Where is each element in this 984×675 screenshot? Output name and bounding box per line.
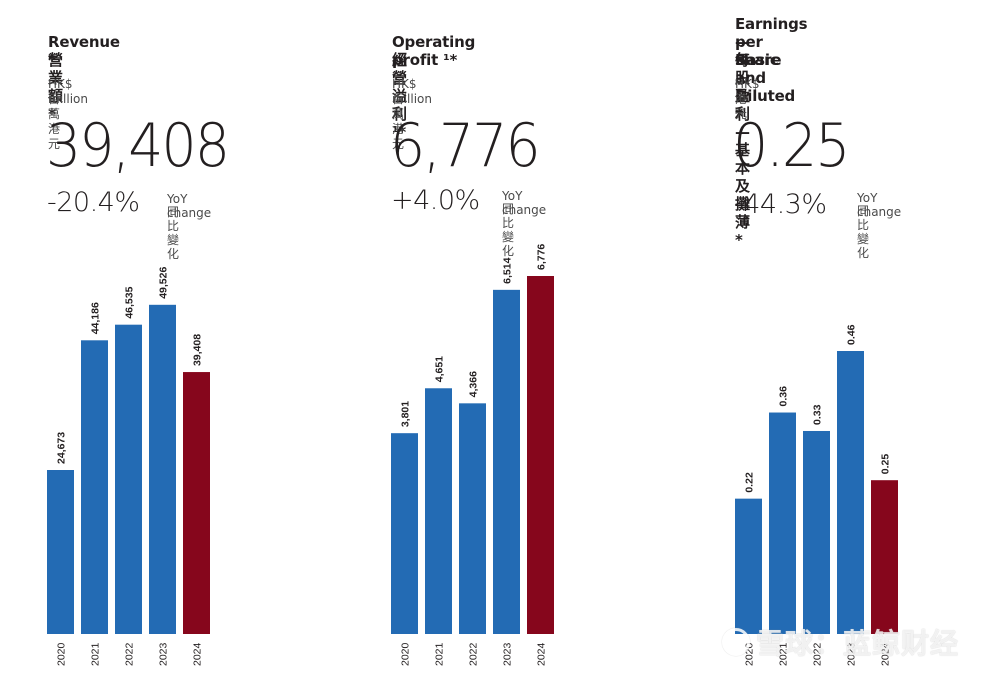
eps-category-label: 2022	[812, 642, 824, 666]
operating-profit-unit-zh: 百萬港元	[392, 92, 405, 151]
eps-yoy-label-en: YoY change	[857, 191, 902, 219]
eps-bar-2023	[837, 351, 864, 634]
revenue-title-zh: 營業額 *	[48, 51, 63, 123]
eps-value-label: 0.22	[744, 472, 756, 493]
operating-profit-title-en: Operating profit ¹*	[392, 33, 476, 69]
operating-profit-bar-2024	[527, 276, 554, 634]
operating-profit-value-label: 6,776	[536, 244, 548, 270]
revenue-bar-2021	[81, 340, 108, 634]
revenue-value-label: 46,535	[124, 286, 136, 318]
operating-profit-category-label: 2024	[536, 642, 548, 666]
revenue-chart: 24,673 2020 44,186 2021 46,535 2022 49,526 2023…	[47, 267, 210, 666]
eps-yoy-change: -44.3%	[734, 189, 827, 220]
revenue-bar-2020	[47, 470, 74, 634]
operating-profit-unit-en: HK$ million	[392, 77, 432, 106]
revenue-yoy-label-zh: 同比變化	[167, 205, 180, 261]
eps-bar-2022	[803, 430, 830, 634]
revenue-yoy-change: -20.4%	[47, 187, 140, 218]
revenue-value: 39,408	[46, 111, 230, 181]
eps-yoy-label-zh: 同比變化	[857, 204, 870, 260]
eps-unit-en: HK$	[735, 77, 760, 91]
eps-title-zh: 每股盈利 — 基本及攤薄 *	[735, 51, 750, 249]
operating-profit-value: 6,776	[390, 111, 541, 181]
operating-profit-bar-2022	[459, 403, 486, 634]
operating-profit-value-label: 6,514	[502, 257, 514, 283]
operating-profit-yoy-change: +4.0%	[391, 185, 480, 216]
revenue-category-label: 2022	[124, 642, 136, 666]
eps-value-label: 0.25	[880, 454, 892, 475]
eps-value-label: 0.33	[812, 404, 824, 425]
operating-profit-chart: 3,801 2020 4,651 2021 4,366 2022 6,514 2023 6,77…	[391, 244, 554, 666]
eps-category-label: 2023	[846, 642, 858, 666]
eps-category-label: 2024	[880, 642, 892, 666]
operating-profit-bar-2023	[493, 289, 520, 634]
eps-title-en-line2: — Basic and Diluted *	[735, 33, 796, 123]
revenue-title-en: Revenue *	[48, 33, 120, 69]
revenue-bar-2024	[183, 372, 210, 634]
revenue-yoy-label-en: YoY change	[167, 192, 212, 220]
operating-profit-yoy-label-zh: 同比變化	[502, 202, 515, 258]
eps-title-en-line1: Earnings per share	[735, 15, 808, 69]
eps-value-label: 0.46	[846, 324, 858, 345]
operating-profit-bar-2021	[425, 388, 452, 634]
revenue-category-label: 2021	[90, 642, 102, 666]
watermark-logo-icon	[722, 628, 750, 656]
watermark-text: 雪球：蓝鲸财经	[756, 627, 960, 660]
eps-category-label: 2021	[778, 642, 790, 666]
operating-profit-category-label: 2023	[502, 642, 514, 666]
operating-profit-title-zh: 經營溢利 ¹*	[392, 51, 407, 141]
eps-bar-2020	[735, 498, 762, 634]
operating-profit-value-label: 4,366	[468, 371, 480, 397]
eps-value: 0.25	[733, 111, 850, 181]
revenue-category-label: 2023	[158, 642, 170, 666]
revenue-value-label: 49,526	[158, 267, 170, 299]
operating-profit-category-label: 2022	[468, 642, 480, 666]
revenue-unit-zh: 百萬港元	[48, 92, 61, 151]
operating-profit-yoy-label-en: YoY change	[502, 189, 547, 217]
revenue-category-label: 2024	[192, 642, 204, 666]
eps-value-label: 0.36	[778, 386, 790, 407]
operating-profit-value-label: 3,801	[400, 401, 412, 427]
operating-profit-bar-2020	[391, 433, 418, 634]
eps-bar-2021	[769, 412, 796, 634]
operating-profit-category-label: 2020	[400, 642, 412, 666]
revenue-value-label: 44,186	[90, 302, 102, 334]
watermark: 雪球：蓝鲸财经	[722, 622, 959, 662]
revenue-value-label: 24,673	[56, 432, 68, 464]
operating-profit-category-label: 2021	[434, 642, 446, 666]
revenue-unit-en: HK$ million	[48, 77, 88, 106]
revenue-bar-2022	[115, 324, 142, 634]
revenue-category-label: 2020	[56, 642, 68, 666]
eps-bar-2024	[871, 480, 898, 634]
revenue-bar-2023	[149, 304, 176, 634]
operating-profit-value-label: 4,651	[434, 356, 446, 382]
revenue-value-label: 39,408	[192, 334, 204, 366]
eps-unit-zh: 港元	[735, 92, 748, 121]
